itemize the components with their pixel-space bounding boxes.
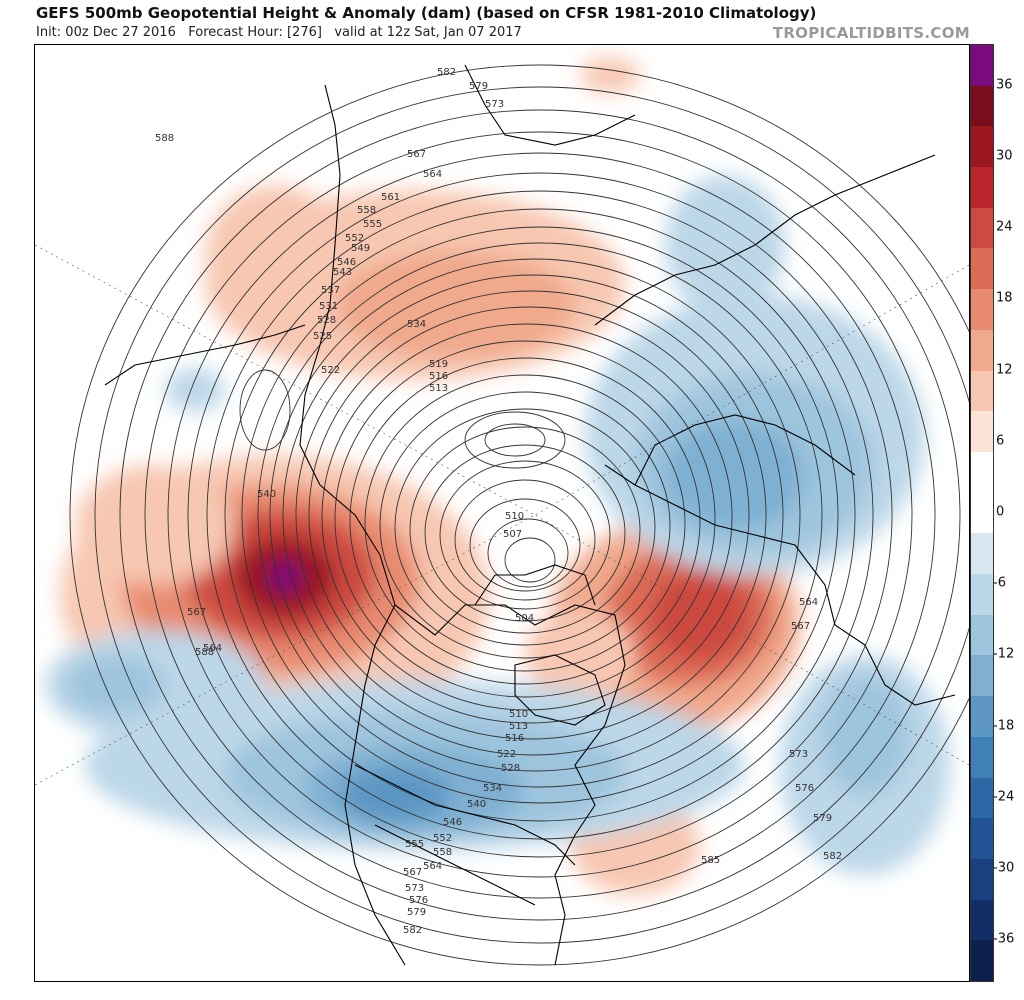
contour-label: 510 [505, 511, 524, 522]
contour-label: 567 [403, 867, 422, 878]
colorbar-segment [971, 411, 993, 453]
colorbar-segment [971, 818, 993, 860]
colorbar-tick-label: -36 [993, 931, 1015, 947]
contour-label: 549 [351, 243, 370, 254]
chart-title: GEFS 500mb Geopotential Height & Anomaly… [36, 4, 817, 22]
contour-label: 528 [317, 315, 336, 326]
coastlines [104, 64, 956, 966]
colorbar-segment [971, 899, 993, 941]
contour-label: 576 [795, 783, 814, 794]
contour-label: 582 [437, 67, 456, 78]
contour-label: 546 [337, 257, 356, 268]
colorbar-segment [971, 533, 993, 575]
colorbar-tick-label: 30 [996, 148, 1013, 164]
colorbar-segment [971, 248, 993, 290]
contour-label: 552 [345, 233, 364, 244]
contour-label: 561 [381, 192, 400, 203]
contour-label: 576 [409, 895, 428, 906]
colorbar-segment [971, 370, 993, 412]
colorbar-segment [971, 126, 993, 168]
colorbar-tick-label: -12 [993, 646, 1015, 662]
contour-label: 579 [407, 907, 426, 918]
colorbar-segment [971, 45, 993, 87]
brand-label: TROPICALTIDBITS.COM [772, 24, 970, 42]
contour-label: 582 [823, 851, 842, 862]
contour-label: 564 [203, 643, 222, 654]
contour-label: 522 [497, 749, 516, 760]
height-contours [69, 64, 969, 966]
contour-label: 573 [789, 749, 808, 760]
contour-label: 564 [423, 861, 442, 872]
anomaly-shading [45, 57, 950, 895]
colorbar-tick-label: 12 [996, 362, 1013, 378]
colorbar-segment [971, 614, 993, 656]
colorbar-segment [971, 492, 993, 534]
colorbar-tick-label: -30 [993, 860, 1015, 876]
colorbar-segment [971, 655, 993, 697]
colorbar-segment [971, 777, 993, 819]
colorbar-segment [971, 736, 993, 778]
colorbar-tick-label: 24 [996, 219, 1013, 235]
colorbar-segment [971, 167, 993, 209]
contour-label: 537 [321, 285, 340, 296]
contour-label: 513 [429, 383, 448, 394]
colorbar-segment [971, 451, 993, 494]
colorbar-tick-label: 18 [996, 290, 1013, 306]
contour-label: 525 [313, 331, 332, 342]
colorbar-segment [971, 85, 993, 127]
colorbar-tick-label: 6 [996, 433, 1005, 449]
contour-label: 564 [423, 169, 442, 180]
map-svg: 588 582 579 573 567 564 561 558 555 552 … [35, 57, 969, 966]
contour-label: 579 [469, 81, 488, 92]
chart-subtitle: Init: 00z Dec 27 2016 Forecast Hour: [27… [36, 25, 522, 40]
colorbar-segment [971, 940, 993, 982]
colorbar-tick-label: -6 [993, 575, 1006, 591]
colorbar-segment [971, 696, 993, 738]
contour-label: 567 [791, 621, 810, 632]
contour-label: 531 [319, 301, 338, 312]
contour-label: 516 [505, 733, 524, 744]
contour-label: 534 [483, 783, 502, 794]
contour-label: 510 [509, 709, 528, 720]
contour-label: 543 [333, 267, 352, 278]
contour-label: 564 [799, 597, 818, 608]
contour-label: 555 [405, 839, 424, 850]
contour-label: 546 [443, 817, 462, 828]
contour-label: 528 [501, 763, 520, 774]
contour-label: 567 [407, 149, 426, 160]
contour-label-group: 588 582 579 573 567 564 561 558 555 552 … [155, 67, 842, 936]
colorbar-segment [971, 858, 993, 901]
contour-label: 558 [357, 205, 376, 216]
colorbar-segment [971, 207, 993, 249]
contour-label: 579 [813, 813, 832, 824]
contour-label: 588 [155, 133, 174, 144]
contour-label: 573 [485, 99, 504, 110]
contour-label: 582 [403, 925, 422, 936]
colorbar-tick-label: -24 [993, 789, 1015, 805]
contour-label: 585 [701, 855, 720, 866]
colorbar-segment [971, 574, 993, 616]
contour-label: 516 [429, 371, 448, 382]
contour-label: 507 [503, 529, 522, 540]
contour-label: 522 [321, 365, 340, 376]
contour-label: 555 [363, 219, 382, 230]
contour-label: 504 [515, 613, 534, 624]
colorbar-tick-label: 0 [996, 504, 1005, 520]
contour-label: 540 [467, 799, 486, 810]
contour-label: 558 [433, 847, 452, 858]
colorbar-segment [971, 329, 993, 372]
contour-label: 573 [405, 883, 424, 894]
contour-label: 519 [429, 359, 448, 370]
contour-label: 567 [187, 607, 206, 618]
anomaly-colorbar [970, 44, 994, 982]
contour-label: 540 [257, 489, 276, 500]
colorbar-segment [971, 289, 993, 331]
map-panel: 588 582 579 573 567 564 561 558 555 552 … [34, 44, 970, 982]
colorbar-tick-label: -18 [993, 718, 1015, 734]
contour-label: 552 [433, 833, 452, 844]
colorbar-tick-label: 36 [996, 77, 1013, 93]
contour-label: 588 [195, 647, 214, 658]
contour-label: 534 [407, 319, 426, 330]
contour-label: 513 [509, 721, 528, 732]
